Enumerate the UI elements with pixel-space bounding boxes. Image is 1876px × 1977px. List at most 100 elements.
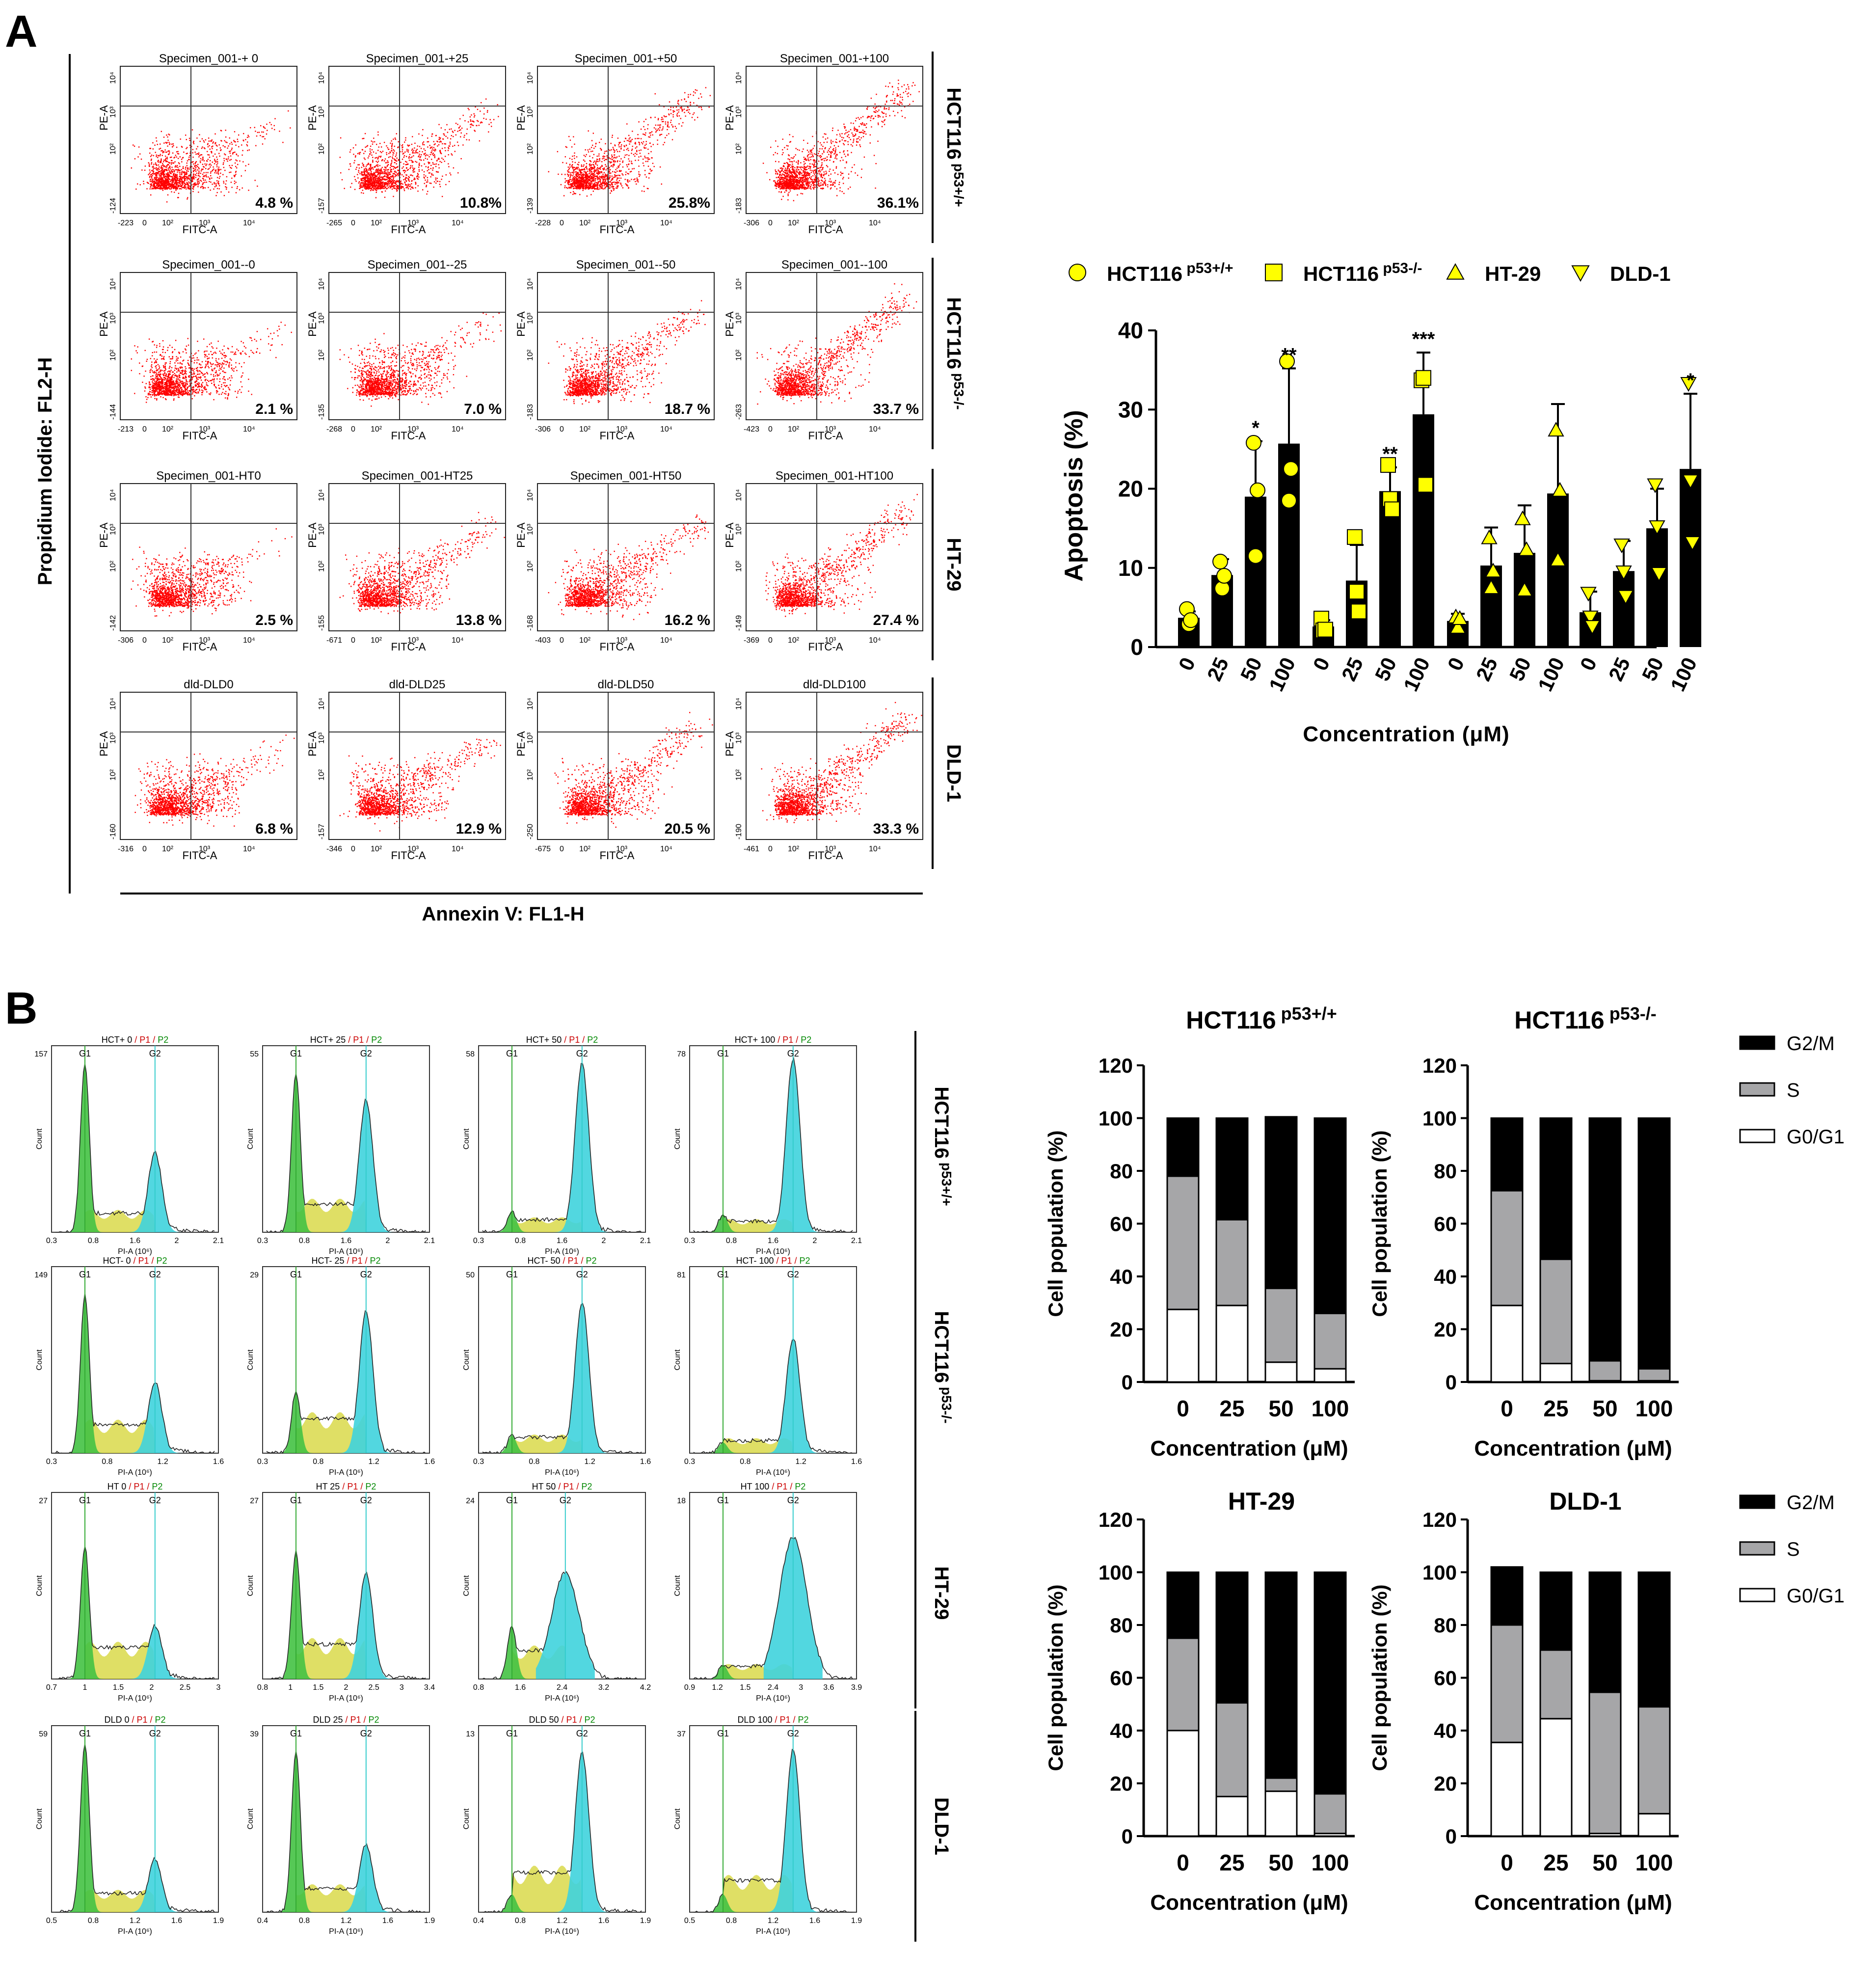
- flow-dot: [371, 168, 373, 169]
- flow-dot: [583, 169, 584, 170]
- flow-dot: [644, 144, 646, 146]
- flow-dot: [593, 173, 595, 174]
- flow-dot: [820, 142, 821, 144]
- flow-dot: [369, 188, 371, 190]
- flow-dot: [612, 186, 614, 187]
- flow-dot: [649, 173, 651, 174]
- flow-dot: [166, 142, 168, 143]
- flow-dot: [202, 168, 204, 170]
- flow-dot: [605, 182, 607, 184]
- flow-dot: [224, 146, 226, 148]
- flow-dot: [153, 169, 154, 170]
- flow-dot: [365, 180, 366, 182]
- flow-dot: [424, 177, 425, 179]
- flow-dot: [339, 157, 341, 158]
- flow-dot: [581, 184, 582, 185]
- flow-dot: [785, 173, 787, 174]
- flow-dot: [568, 171, 570, 173]
- flow-dot: [183, 177, 185, 179]
- flow-dot: [618, 166, 619, 168]
- flow-dot: [380, 168, 382, 170]
- flow-dot: [807, 157, 809, 159]
- flow-dot: [659, 104, 660, 106]
- flow-dot: [655, 124, 657, 126]
- flow-dot: [159, 188, 161, 190]
- flow-dot: [638, 121, 640, 123]
- flow-dot: [431, 148, 433, 150]
- flow-dot: [167, 180, 169, 181]
- flow-dot: [604, 175, 606, 177]
- flow-dot: [576, 178, 578, 180]
- flow-dot: [357, 164, 359, 165]
- flow-dot: [213, 141, 214, 143]
- flow-dot: [260, 125, 262, 127]
- flow-dot: [440, 137, 441, 139]
- flow-dot: [379, 172, 380, 174]
- flow-dot: [162, 185, 164, 187]
- flow-dot: [391, 181, 392, 182]
- flow-dot: [566, 146, 567, 148]
- flow-dot: [200, 162, 201, 163]
- flow-dot: [177, 185, 179, 187]
- flow-dot: [380, 170, 382, 171]
- flow-dot: [586, 185, 588, 187]
- flow-dot: [154, 181, 156, 182]
- flow-dot: [884, 107, 885, 108]
- flow-dot: [153, 171, 155, 172]
- flow-dot: [216, 164, 218, 165]
- flow-dot: [590, 183, 592, 185]
- flow-dot: [667, 129, 668, 131]
- flow-dot: [176, 174, 178, 175]
- flow-dot: [390, 164, 392, 166]
- flow-dot: [880, 106, 882, 108]
- flow-dot: [863, 124, 865, 126]
- flow-dot: [791, 161, 792, 162]
- flow-dot: [390, 163, 392, 165]
- flow-dot: [687, 107, 689, 108]
- flow-dot: [605, 169, 607, 171]
- flow-dot: [589, 165, 590, 167]
- flow-dot: [599, 160, 600, 162]
- flow-plot-frame: [120, 66, 297, 214]
- flow-dot: [368, 187, 370, 188]
- flow-dot: [192, 161, 194, 162]
- flow-dot: [209, 177, 211, 179]
- flow-dot: [681, 109, 683, 110]
- flow-dot: [150, 181, 152, 183]
- flow-dot: [448, 154, 449, 156]
- flow-dot: [447, 137, 449, 139]
- flow-dot: [165, 151, 167, 153]
- flow-dot: [813, 179, 815, 180]
- flow-dot: [398, 180, 400, 182]
- flow-dot: [185, 178, 187, 179]
- flow-dot: [193, 143, 195, 144]
- flow-dot: [460, 132, 462, 134]
- flow-dot: [626, 140, 628, 141]
- flow-dot: [473, 121, 475, 123]
- flow-dot: [247, 135, 249, 136]
- flow-dot: [844, 127, 846, 129]
- flow-dot: [167, 150, 169, 152]
- flow-dot: [877, 140, 879, 142]
- flow-dot: [382, 188, 383, 189]
- flow-dot: [397, 187, 399, 189]
- flow-dot: [825, 180, 826, 181]
- flow-dot: [870, 117, 872, 119]
- flow-dot: [164, 182, 166, 184]
- flow-dot: [784, 169, 786, 171]
- flow-dot: [368, 176, 369, 177]
- flow-dot: [448, 163, 449, 164]
- flow-dot: [613, 186, 614, 188]
- flow-dot: [395, 183, 396, 185]
- flow-dot: [213, 168, 214, 170]
- flow-dot: [366, 181, 367, 183]
- flow-dot: [163, 176, 164, 178]
- flow-dot: [616, 175, 618, 176]
- flow-dot: [160, 154, 161, 155]
- flow-dot: [371, 172, 372, 174]
- flow-dot: [798, 172, 800, 174]
- flow-dot: [151, 170, 153, 171]
- flow-dot: [138, 146, 140, 148]
- flow-dot: [464, 120, 466, 122]
- flow-dot: [199, 140, 201, 142]
